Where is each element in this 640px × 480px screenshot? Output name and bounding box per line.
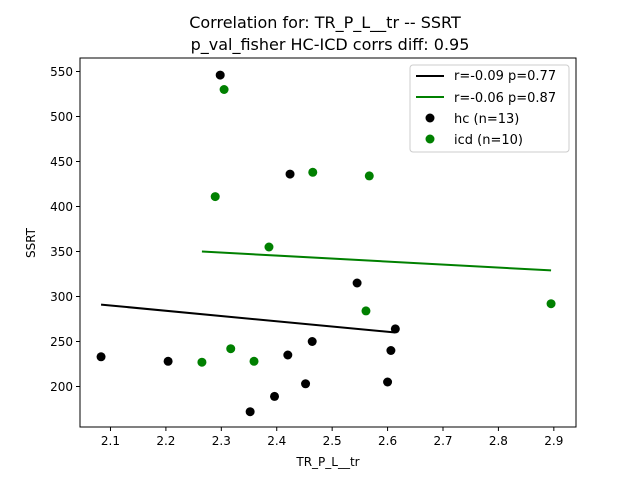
legend-icd-marker [425, 134, 435, 144]
hc-data-point [307, 337, 317, 346]
y-tick-label: 500 [50, 110, 73, 124]
icd-data-point [210, 192, 220, 202]
hc-data-point [270, 391, 280, 401]
hc-data-point [215, 70, 225, 80]
plot-content [96, 70, 556, 417]
icd-fit-line [201, 250, 552, 272]
icd-data-point [249, 356, 259, 366]
hc-data-point [386, 346, 396, 355]
hc-fit-line [100, 303, 396, 334]
y-tick-label: 300 [50, 290, 73, 304]
icd-data-point [364, 171, 374, 181]
x-tick-label: 2.9 [544, 434, 563, 448]
icd-data-point [219, 85, 229, 94]
y-axis-ticks: 200 250 300 350 400 450 500 550 [50, 65, 80, 394]
legend-hc-marker [425, 113, 435, 123]
hc-data-point [96, 352, 106, 362]
legend-box [409, 64, 570, 153]
y-tick-label: 350 [50, 245, 73, 259]
x-axis-ticks: 2.1 2.2 2.3 2.4 2.5 2.6 2.7 2.8 2.9 [101, 427, 563, 448]
x-tick-label: 2.6 [378, 434, 397, 448]
icd-data-point [264, 242, 274, 252]
x-tick-label: 2.1 [101, 434, 120, 448]
legend-icd-fit-label: r=-0.06 p=0.87 [454, 91, 556, 106]
hc-data-point [163, 356, 173, 366]
hc-data-point [383, 377, 393, 387]
y-tick-label: 250 [50, 335, 73, 349]
x-tick-label: 2.2 [156, 434, 175, 448]
icd-data-point [226, 344, 236, 354]
x-axis-label: TR_P_L__tr [295, 455, 359, 469]
y-tick-label: 450 [50, 155, 73, 169]
hc-data-point [301, 379, 311, 389]
y-tick-label: 550 [50, 65, 73, 79]
y-tick-label: 200 [50, 380, 73, 394]
x-tick-label: 2.5 [323, 434, 342, 448]
axes: 2.1 2.2 2.3 2.4 2.5 2.6 2.7 2.8 2.9 200 250 300 350… [50, 57, 577, 448]
icd-data-point [361, 306, 371, 316]
hc-data-point [352, 278, 362, 288]
legend-hc-label: hc (n=13) [454, 112, 519, 127]
legend-icd-label: icd (n=10) [454, 133, 523, 148]
y-axis-label: SSRT [24, 227, 38, 258]
y-tick-label: 400 [50, 200, 73, 214]
hc-data-point [245, 407, 255, 417]
chart-title-line2: p_val_fisher HC-ICD corrs diff: 0.95 [191, 35, 470, 55]
x-tick-label: 2.8 [489, 434, 508, 448]
plot-frame [79, 57, 577, 428]
hc-data-point [390, 324, 400, 334]
legend: r=-0.09 p=0.77 r=-0.06 p=0.87 hc (n=13) … [409, 64, 570, 153]
x-tick-label: 2.3 [212, 434, 231, 448]
icd-data-point [197, 357, 207, 367]
chart-title-line1: Correlation for: TR_P_L__tr -- SSRT [189, 13, 461, 33]
hc-data-point [283, 350, 293, 360]
x-tick-label: 2.7 [433, 434, 452, 448]
legend-hc-fit-label: r=-0.09 p=0.77 [454, 69, 556, 84]
icd-data-point [308, 167, 318, 177]
hc-data-point [285, 169, 295, 179]
icd-data-point [546, 299, 556, 309]
x-tick-label: 2.4 [267, 434, 286, 448]
